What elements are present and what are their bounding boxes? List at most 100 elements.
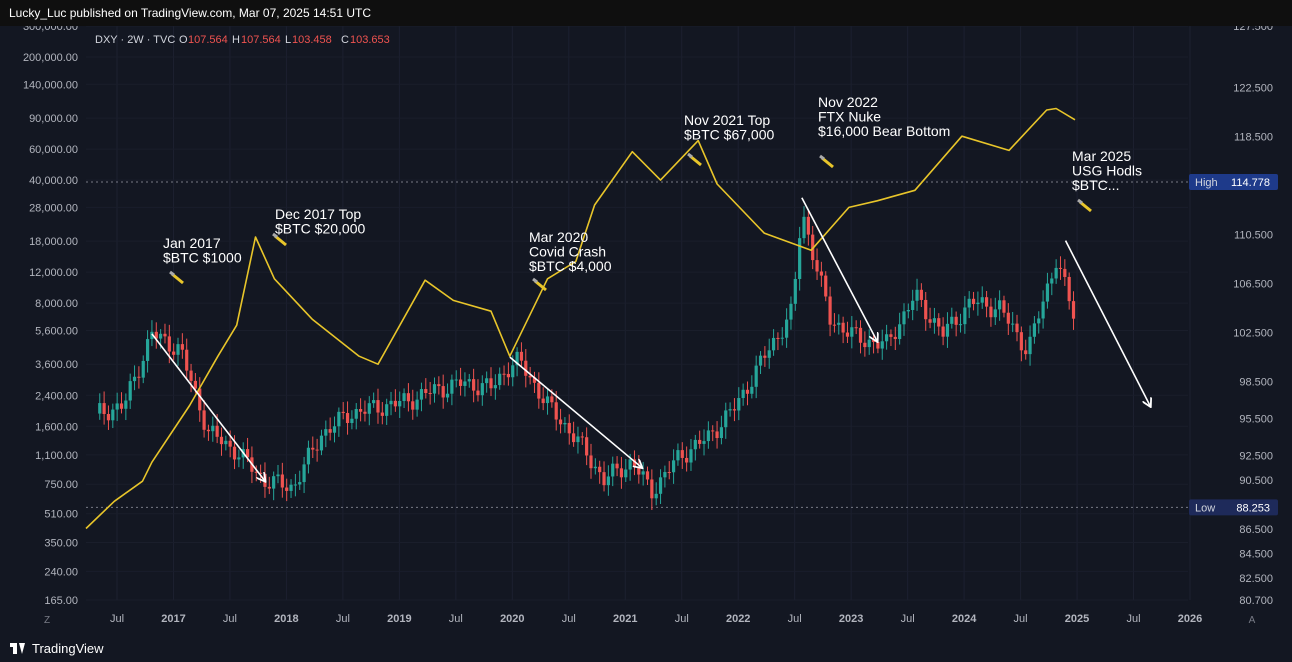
dxy-candle	[1045, 283, 1050, 302]
dxy-candle	[1037, 318, 1041, 324]
dxy-candle	[845, 332, 850, 337]
auto-scale-toggle[interactable]: A	[1249, 615, 1256, 626]
x-tick-label: Jul	[1126, 613, 1140, 625]
dxy-candle	[528, 375, 532, 378]
dxy-candle	[467, 379, 471, 382]
x-tick-label: 2017	[161, 613, 185, 625]
dxy-candle	[450, 379, 454, 394]
dxy-candle	[389, 400, 393, 405]
dxy-candle	[1067, 276, 1071, 302]
dxy-candle	[932, 318, 937, 323]
dxy-candle	[702, 441, 706, 444]
dxy-candle	[876, 341, 880, 349]
dxy-candle	[398, 400, 402, 407]
dxy-candle	[837, 322, 841, 325]
left-tick-label: 1,100.00	[35, 450, 78, 462]
dxy-candle	[172, 351, 176, 355]
annotations: Jan 2017$BTC $1000 Dec 2017 Top$BTC $20,0…	[163, 94, 1142, 292]
trend-arrows	[151, 197, 1150, 481]
dxy-candle	[154, 331, 158, 339]
left-tick-label: 90,000.00	[29, 113, 78, 125]
dxy-candle	[1011, 323, 1015, 325]
btc-price-line	[85, 107, 1076, 530]
dxy-candle	[306, 447, 311, 465]
dxy-candle	[671, 460, 676, 473]
annotation-text: $BTC $1000	[163, 250, 242, 266]
dxy-candle	[219, 436, 224, 445]
pencil-icon	[274, 234, 287, 247]
log-scale-toggle[interactable]: Z	[44, 615, 50, 626]
dxy-candle	[850, 327, 854, 337]
dxy-candle	[441, 386, 445, 398]
dxy-candle	[906, 309, 910, 312]
chart-area[interactable]: High 114.778 Low 88.253 Jan 2017 $BTC $1000 D…	[0, 21, 1292, 634]
legend-open-value: 107.564	[188, 34, 228, 46]
dxy-candle	[954, 316, 958, 325]
dxy-candle	[363, 411, 367, 414]
dxy-candle	[498, 373, 502, 386]
dxy-candle	[180, 344, 184, 350]
x-tick-label: 2021	[613, 613, 637, 625]
dxy-candle	[106, 414, 111, 421]
right-tick-label: 110.500	[1234, 230, 1273, 242]
dxy-candle	[124, 400, 128, 409]
dxy-candle	[937, 318, 941, 327]
dxy-candle	[663, 472, 667, 478]
annotation-text: Nov 2021 Top	[684, 112, 770, 128]
dxy-candle	[311, 447, 315, 450]
dxy-candle	[415, 399, 419, 410]
dxy-candle	[115, 403, 119, 410]
dxy-candle	[224, 440, 228, 445]
grid	[86, 25, 1191, 601]
dxy-candle	[806, 216, 810, 235]
annotation-text: $BTC $20,000	[275, 221, 365, 237]
dxy-candle	[519, 351, 524, 361]
dxy-candle	[793, 278, 797, 304]
x-tick-label: Jul	[788, 613, 802, 625]
dxy-candle	[137, 376, 141, 378]
dxy-candle	[102, 403, 106, 415]
left-tick-label: 8,000.00	[35, 298, 78, 310]
x-tick-label: Jul	[449, 613, 463, 625]
dxy-candle	[724, 410, 728, 428]
dxy-candle	[802, 216, 806, 239]
dxy-candle	[641, 471, 645, 475]
price-chart-svg[interactable]: High 114.778 Low 88.253 Jan 2017$BTC $1000 D…	[0, 21, 1292, 634]
dxy-candle	[676, 450, 680, 461]
level-badge	[1189, 499, 1278, 516]
dxy-candle	[976, 302, 980, 305]
dxy-candle	[193, 380, 198, 389]
annotation-text: $BTC...	[1072, 177, 1119, 193]
dxy-candle	[789, 303, 793, 320]
dxy-candle	[563, 422, 567, 425]
dxy-candle	[611, 463, 615, 477]
dxy-candle	[545, 396, 550, 404]
trend-arrow	[151, 333, 265, 481]
dxy-candle	[998, 300, 1002, 310]
dxy-candle	[950, 316, 954, 324]
dxy-candle	[776, 337, 780, 339]
pencil-tip-icon	[687, 152, 693, 159]
dxy-candle	[206, 429, 211, 432]
dxy-candle	[667, 472, 671, 474]
right-tick-label: 122.500	[1233, 82, 1273, 94]
dxy-candle	[585, 437, 589, 456]
right-tick-label: 106.500	[1233, 279, 1273, 291]
dxy-candle	[515, 351, 519, 366]
left-tick-label: 140,000.00	[23, 79, 78, 91]
dxy-candle	[580, 436, 584, 438]
dxy-candle	[358, 409, 363, 412]
annotation-text: Mar 2020	[529, 229, 588, 245]
dxy-candle	[680, 450, 684, 458]
dxy-candle	[1054, 267, 1058, 279]
dxy-candle	[454, 379, 458, 381]
dxy-candle	[993, 309, 997, 318]
dxy-candle	[402, 393, 406, 401]
dxy-candle	[1015, 323, 1019, 333]
left-tick-label: 1,600.00	[35, 421, 78, 433]
dxy-candle	[489, 378, 493, 389]
dxy-candle	[871, 339, 876, 342]
dxy-candle	[1002, 300, 1006, 313]
dxy-candle	[211, 425, 215, 432]
dxy-candle	[215, 425, 219, 437]
